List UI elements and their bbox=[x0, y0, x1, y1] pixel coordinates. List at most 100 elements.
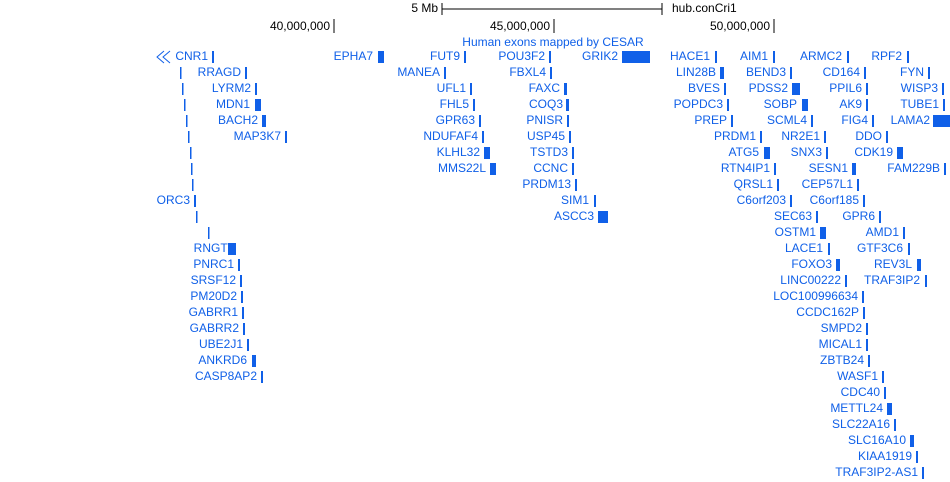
gene-label[interactable]: UFL1 bbox=[437, 81, 467, 95]
gene-label[interactable]: KLHL32 bbox=[437, 145, 481, 159]
gene-glyph[interactable] bbox=[864, 67, 866, 79]
gene-label[interactable]: KIAA1919 bbox=[858, 449, 912, 463]
gene-glyph[interactable] bbox=[764, 147, 770, 159]
gene-glyph[interactable] bbox=[933, 115, 950, 127]
gene-glyph[interactable] bbox=[186, 115, 188, 127]
gene-label[interactable]: GPR63 bbox=[436, 113, 476, 127]
gene-glyph[interactable] bbox=[836, 259, 840, 271]
gene-glyph[interactable] bbox=[852, 163, 856, 175]
gene-glyph[interactable] bbox=[212, 51, 214, 63]
gene-glyph[interactable] bbox=[190, 147, 192, 159]
gene-glyph[interactable] bbox=[285, 131, 287, 143]
gene-glyph[interactable] bbox=[482, 131, 484, 143]
gene-glyph[interactable] bbox=[862, 291, 864, 303]
gene-label[interactable]: ANKRD6 bbox=[198, 353, 247, 367]
gene-label[interactable]: RTN4IP1 bbox=[721, 161, 770, 175]
gene-label[interactable]: NDUFAF4 bbox=[423, 129, 478, 143]
gene-glyph[interactable] bbox=[378, 51, 384, 63]
gene-glyph[interactable] bbox=[255, 83, 257, 95]
gene-label[interactable]: NR2E1 bbox=[781, 129, 820, 143]
gene-label[interactable]: COQ3 bbox=[529, 97, 563, 111]
gene-label[interactable]: WISP3 bbox=[901, 81, 939, 95]
gene-glyph[interactable] bbox=[464, 51, 466, 63]
gene-glyph[interactable] bbox=[925, 275, 927, 287]
gene-label[interactable]: HACE1 bbox=[670, 49, 710, 63]
gene-label[interactable]: SLC16A10 bbox=[848, 433, 906, 447]
gene-label[interactable]: FHL5 bbox=[440, 97, 470, 111]
gene-label[interactable]: FOXO3 bbox=[791, 257, 832, 271]
gene-glyph[interactable] bbox=[908, 243, 910, 255]
gene-label[interactable]: CASP8AP2 bbox=[195, 369, 257, 383]
gene-glyph[interactable] bbox=[194, 195, 196, 207]
gene-glyph[interactable] bbox=[816, 211, 818, 223]
gene-glyph[interactable] bbox=[802, 99, 808, 111]
gene-glyph[interactable] bbox=[191, 163, 193, 175]
gene-label[interactable]: PRDM1 bbox=[714, 129, 756, 143]
gene-label[interactable]: ORC3 bbox=[157, 193, 191, 207]
gene-glyph[interactable] bbox=[857, 179, 859, 191]
gene-label[interactable]: RPF2 bbox=[871, 49, 902, 63]
gene-glyph[interactable] bbox=[598, 211, 608, 223]
gene-glyph[interactable] bbox=[243, 323, 245, 335]
gene-glyph[interactable] bbox=[731, 115, 733, 127]
gene-glyph[interactable] bbox=[866, 339, 868, 351]
gene-label[interactable]: SNX3 bbox=[791, 145, 823, 159]
gene-glyph[interactable] bbox=[549, 51, 551, 63]
gene-label[interactable]: CCDC162P bbox=[796, 305, 859, 319]
gene-glyph[interactable] bbox=[208, 227, 210, 239]
gene-label[interactable]: CD164 bbox=[823, 65, 861, 79]
gene-label[interactable]: UBE2J1 bbox=[199, 337, 243, 351]
gene-glyph[interactable] bbox=[863, 307, 865, 319]
gene-glyph[interactable] bbox=[824, 131, 826, 143]
gene-glyph[interactable] bbox=[242, 307, 244, 319]
gene-label[interactable]: REV3L bbox=[874, 257, 912, 271]
gene-label[interactable]: SOBP bbox=[764, 97, 797, 111]
gene-glyph[interactable] bbox=[773, 51, 775, 63]
gene-glyph[interactable] bbox=[724, 83, 726, 95]
gene-label[interactable]: EPHA7 bbox=[334, 49, 374, 63]
gene-label[interactable]: SLC22A16 bbox=[832, 417, 890, 431]
gene-label[interactable]: CEP57L1 bbox=[802, 177, 854, 191]
gene-label[interactable]: SMPD2 bbox=[821, 321, 863, 335]
gene-glyph[interactable] bbox=[479, 115, 481, 127]
gene-glyph[interactable] bbox=[566, 99, 569, 111]
gene-label[interactable]: GPR6 bbox=[842, 209, 875, 223]
gene-label[interactable]: LAMA2 bbox=[891, 113, 931, 127]
gene-label[interactable]: LACE1 bbox=[785, 241, 823, 255]
gene-glyph[interactable] bbox=[826, 147, 828, 159]
gene-glyph[interactable] bbox=[238, 259, 240, 271]
gene-label[interactable]: POU3F2 bbox=[498, 49, 545, 63]
gene-glyph[interactable] bbox=[569, 131, 571, 143]
gene-glyph[interactable] bbox=[245, 67, 247, 79]
gene-label[interactable]: ASCC3 bbox=[554, 209, 594, 223]
gene-label[interactable]: USP45 bbox=[527, 129, 565, 143]
gene-glyph[interactable] bbox=[575, 179, 577, 191]
gene-glyph[interactable] bbox=[760, 131, 762, 143]
gene-glyph[interactable] bbox=[828, 243, 830, 255]
gene-glyph[interactable] bbox=[572, 163, 574, 175]
gene-glyph[interactable] bbox=[241, 291, 243, 303]
gene-label[interactable]: FUT9 bbox=[430, 49, 460, 63]
gene-label[interactable]: ZBTB24 bbox=[820, 353, 864, 367]
gene-glyph[interactable] bbox=[262, 115, 266, 127]
gene-glyph[interactable] bbox=[886, 131, 888, 143]
gene-glyph[interactable] bbox=[473, 99, 475, 111]
gene-label[interactable]: C6orf203 bbox=[737, 193, 787, 207]
gene-label[interactable]: PPIL6 bbox=[829, 81, 862, 95]
gene-label[interactable]: C6orf185 bbox=[810, 193, 860, 207]
gene-label[interactable]: PM20D2 bbox=[190, 289, 237, 303]
gene-label[interactable]: GABRR2 bbox=[190, 321, 240, 335]
gene-glyph[interactable] bbox=[727, 99, 729, 111]
gene-label[interactable]: GTF3C6 bbox=[857, 241, 903, 255]
gene-label[interactable]: MAP3K7 bbox=[234, 129, 282, 143]
gene-label[interactable]: PNRC1 bbox=[193, 257, 234, 271]
gene-glyph[interactable] bbox=[792, 83, 800, 95]
gene-label[interactable]: PREP bbox=[694, 113, 727, 127]
gene-label[interactable]: CDK19 bbox=[854, 145, 893, 159]
gene-label[interactable]: TUBE1 bbox=[900, 97, 939, 111]
gene-label[interactable]: POPDC3 bbox=[674, 97, 724, 111]
gene-label[interactable]: TRAF3IP2-AS1 bbox=[835, 465, 918, 479]
gene-label[interactable]: BVES bbox=[688, 81, 720, 95]
gene-glyph[interactable] bbox=[444, 67, 446, 79]
gene-label[interactable]: SESN1 bbox=[809, 161, 849, 175]
